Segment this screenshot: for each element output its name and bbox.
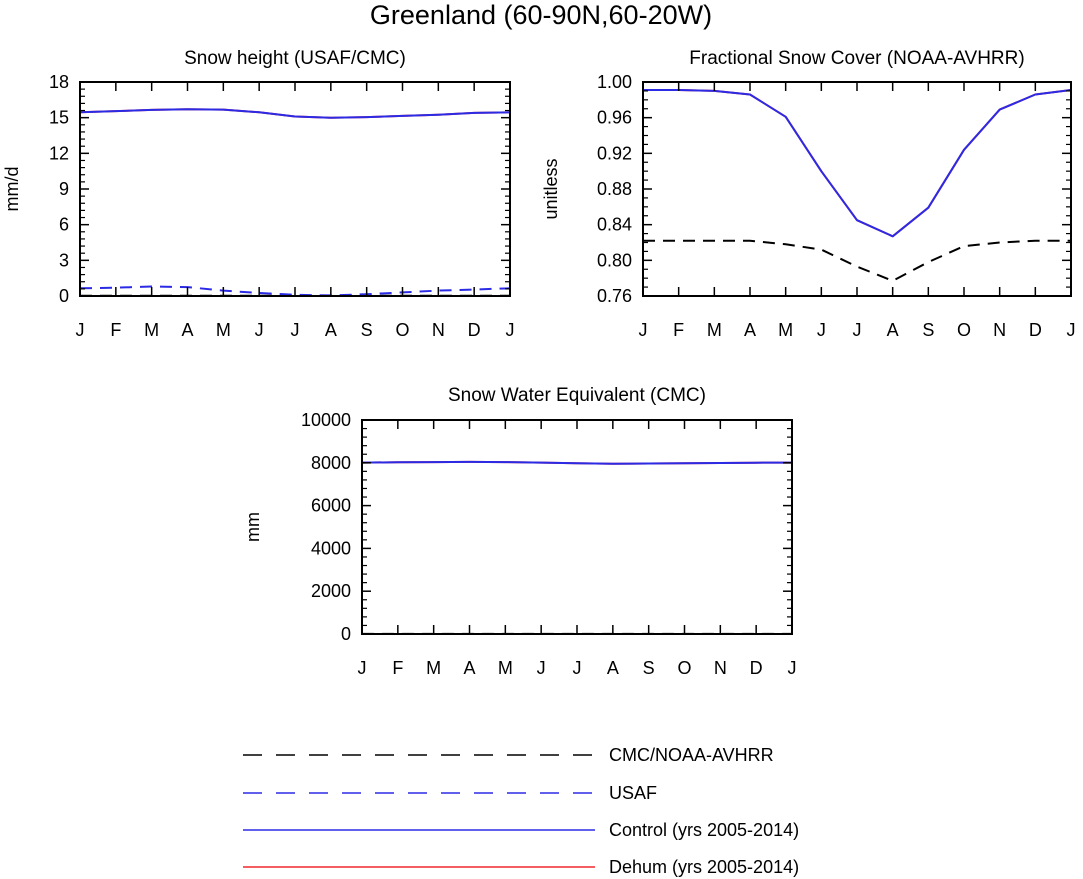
x-tick-label: O bbox=[677, 658, 691, 678]
chart-panel-3: Snow Water Equivalent (CMC) mm J F M A M J J A S O N… bbox=[243, 385, 797, 678]
x-tick-label: A bbox=[607, 658, 619, 678]
y-axis-label: mm/d bbox=[2, 167, 22, 212]
series-line-dehum-yrs-2005-2014 bbox=[643, 89, 1072, 238]
x-tick-label: A bbox=[744, 320, 756, 340]
series-line-control-yrs-2005-2014 bbox=[643, 89, 1072, 238]
chart-panel-1: Snow height (USAF/CMC)mm/dJ F M A M J J A S O N D J0… bbox=[2, 48, 515, 340]
y-tick-label: 1.00 bbox=[597, 72, 632, 92]
figure-title: Greenland (60-90N,60-20W) bbox=[370, 0, 712, 30]
panel-title: Snow Water Equivalent (CMC) bbox=[448, 385, 706, 406]
y-axis-label: mm bbox=[243, 512, 263, 542]
x-tick-label: M bbox=[144, 320, 159, 340]
plot-frame bbox=[361, 419, 793, 635]
panel-title: Snow height (USAF/CMC) bbox=[184, 48, 406, 69]
x-tick-label: J bbox=[76, 320, 85, 340]
x-tick-label: J bbox=[853, 320, 862, 340]
x-tick-label: O bbox=[395, 320, 409, 340]
y-tick-label: 12 bbox=[49, 143, 69, 163]
x-tick-label: N bbox=[993, 320, 1006, 340]
x-tick-label: M bbox=[426, 658, 441, 678]
x-tick-label: F bbox=[392, 658, 403, 678]
x-tick-label: M bbox=[707, 320, 722, 340]
x-tick-label: N bbox=[714, 658, 727, 678]
series-line-cmc-noaa-avhrr bbox=[643, 239, 1071, 282]
x-tick-label: F bbox=[110, 320, 121, 340]
y-tick-label: 18 bbox=[49, 72, 69, 92]
y-tick-label: 6 bbox=[59, 215, 69, 235]
y-tick-label: 0.92 bbox=[597, 143, 632, 163]
x-tick-label: A bbox=[463, 658, 475, 678]
x-tick-label: D bbox=[750, 658, 763, 678]
x-tick-label: S bbox=[922, 320, 934, 340]
x-tick-label: J bbox=[573, 658, 582, 678]
x-tick-label: N bbox=[432, 320, 445, 340]
legend-label-usaf: USAF bbox=[609, 783, 657, 803]
y-tick-label: 8000 bbox=[311, 453, 351, 473]
y-tick-label: 0.80 bbox=[597, 250, 632, 270]
x-tick-label: S bbox=[643, 658, 655, 678]
x-tick-label: D bbox=[468, 320, 481, 340]
y-tick-label: 9 bbox=[59, 179, 69, 199]
legend-label-dehum-yrs-2005-2014: Dehum (yrs 2005-2014) bbox=[609, 857, 799, 877]
y-tick-label: 0 bbox=[341, 624, 351, 644]
y-tick-label: 0.76 bbox=[597, 286, 632, 306]
y-tick-label: 10000 bbox=[301, 410, 351, 430]
x-tick-label: M bbox=[216, 320, 231, 340]
x-tick-label: A bbox=[887, 320, 899, 340]
x-tick-label: J bbox=[537, 658, 546, 678]
x-tick-label: M bbox=[778, 320, 793, 340]
x-tick-label: F bbox=[673, 320, 684, 340]
y-tick-label: 15 bbox=[49, 108, 69, 128]
x-tick-label: A bbox=[325, 320, 337, 340]
y-tick-label: 6000 bbox=[311, 496, 351, 516]
series-line-usaf bbox=[79, 285, 511, 297]
y-tick-label: 4000 bbox=[311, 538, 351, 558]
x-tick-label: J bbox=[788, 658, 797, 678]
panel-title: Fractional Snow Cover (NOAA-AVHRR) bbox=[689, 48, 1024, 69]
x-tick-label: J bbox=[1067, 320, 1076, 340]
plot-frame bbox=[642, 81, 1072, 297]
legend-label-cmc-noaa-avhrr: CMC/NOAA-AVHRR bbox=[609, 745, 774, 765]
series-line-control-yrs-2005-2014 bbox=[361, 460, 793, 465]
x-tick-label: J bbox=[639, 320, 648, 340]
x-tick-label: S bbox=[361, 320, 373, 340]
y-tick-label: 0 bbox=[59, 286, 69, 306]
x-tick-label: J bbox=[358, 658, 367, 678]
x-tick-label: J bbox=[255, 320, 264, 340]
y-tick-label: 0.84 bbox=[597, 215, 632, 235]
series-line-control-yrs-2005-2014 bbox=[79, 108, 511, 119]
x-tick-label: D bbox=[1029, 320, 1042, 340]
y-tick-label: 3 bbox=[59, 250, 69, 270]
x-tick-label: A bbox=[181, 320, 193, 340]
x-tick-label: J bbox=[817, 320, 826, 340]
x-tick-label: M bbox=[498, 658, 513, 678]
chart-panel-2: Fractional Snow Cover (NOAA-AVHRR) unitle… bbox=[541, 48, 1076, 340]
x-tick-label: J bbox=[506, 320, 515, 340]
x-tick-label: J bbox=[291, 320, 300, 340]
legend: CMC/NOAA-AVHRR USAF Control (yrs 2005-2014… bbox=[243, 745, 799, 877]
y-tick-label: 0.96 bbox=[597, 108, 632, 128]
legend-label-control-yrs-2005-2014: Control (yrs 2005-2014) bbox=[609, 820, 799, 840]
y-tick-label: 2000 bbox=[311, 581, 351, 601]
x-tick-label: O bbox=[957, 320, 971, 340]
y-axis-label: unitless bbox=[541, 158, 561, 219]
y-tick-label: 0.88 bbox=[597, 179, 632, 199]
